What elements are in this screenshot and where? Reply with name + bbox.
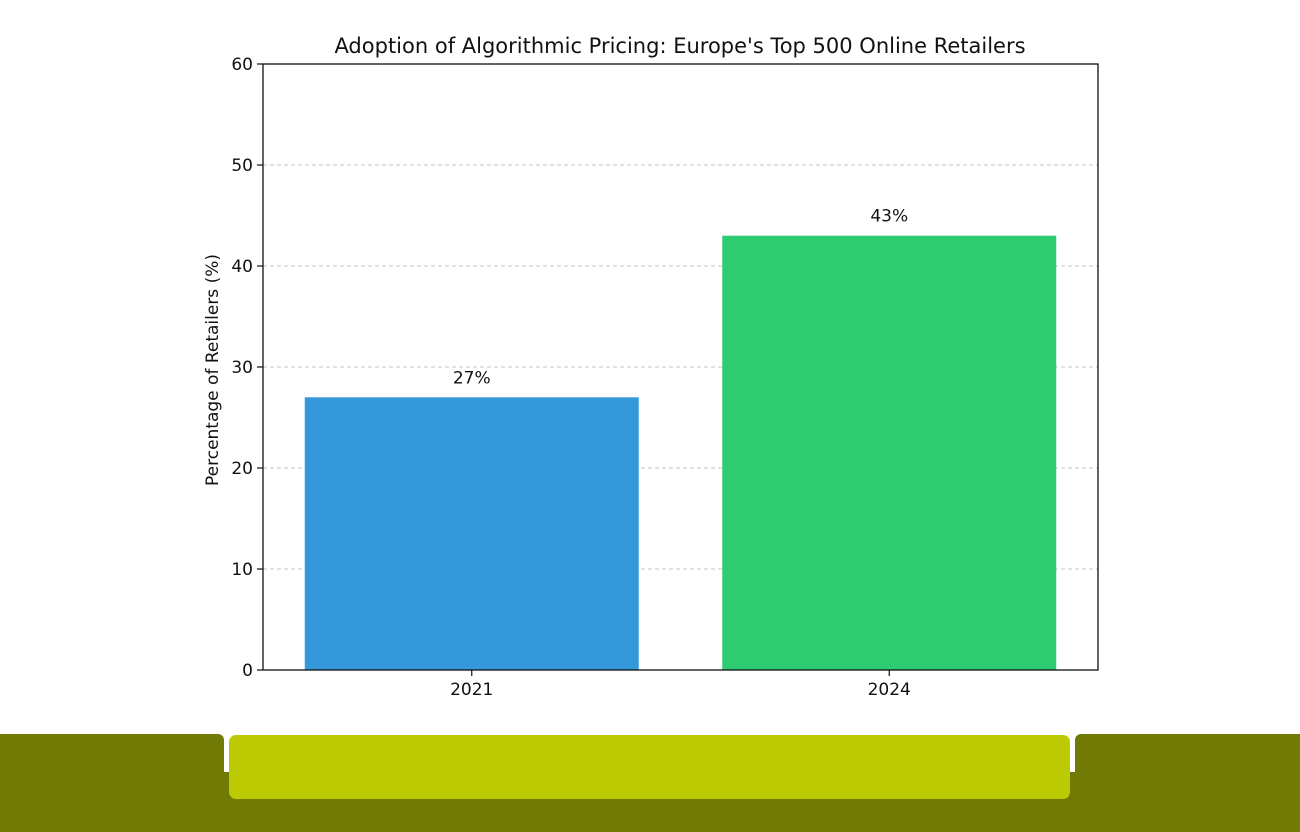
y-tick-label: 30 <box>231 358 253 378</box>
y-tick-label: 60 <box>231 55 253 75</box>
value-labels: 27% 43% <box>453 207 908 389</box>
y-tick-label: 40 <box>231 257 253 277</box>
bars <box>304 235 1057 670</box>
footer-band-right <box>1075 734 1300 832</box>
footer-band-left <box>0 734 224 832</box>
y-axis-ticks: 0 10 20 30 40 50 60 <box>231 55 263 681</box>
x-axis-ticks: 2021 2024 <box>450 670 911 700</box>
y-tick-label: 20 <box>231 459 253 479</box>
x-tick-label-2024: 2024 <box>868 680 911 700</box>
value-label-2024: 43% <box>870 207 908 227</box>
footer-accent-bar <box>229 735 1070 799</box>
bar-2024 <box>722 235 1057 670</box>
bar-2021 <box>304 397 639 670</box>
y-axis-label: Percentage of Retailers (%) <box>203 254 223 486</box>
chart-title: Adoption of Algorithmic Pricing: Europe'… <box>334 34 1025 58</box>
x-tick-label-2021: 2021 <box>450 680 493 700</box>
value-label-2021: 27% <box>453 368 491 388</box>
y-tick-label: 0 <box>242 661 253 681</box>
y-tick-label: 10 <box>231 560 253 580</box>
bar-chart: 0 10 20 30 40 50 60 2021 2024 27% 43% Adoption o… <box>203 34 1099 700</box>
y-tick-label: 50 <box>231 156 253 176</box>
footer-band <box>0 734 1300 832</box>
